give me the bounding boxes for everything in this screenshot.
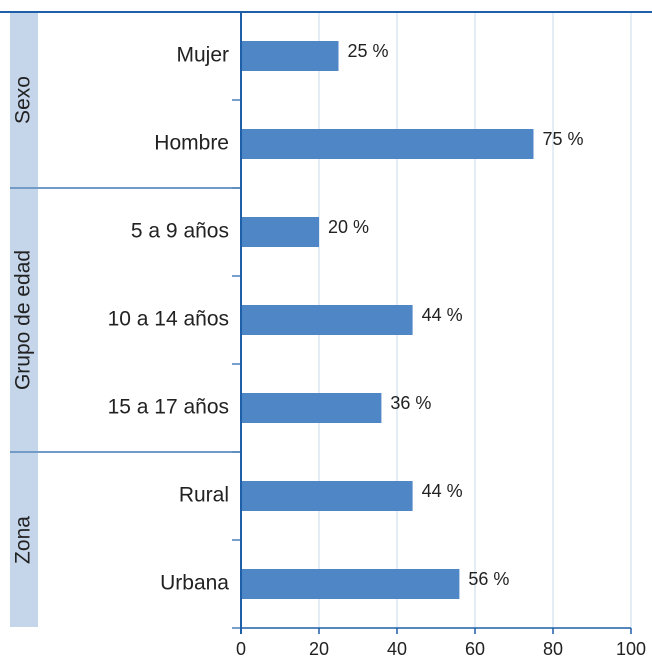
- category-label: Rural: [179, 484, 229, 507]
- group-band: [10, 13, 38, 187]
- value-label: 44 %: [422, 481, 463, 501]
- x-tick-label: 40: [387, 639, 407, 659]
- group-band: [10, 189, 38, 451]
- category-label: 10 a 14 años: [108, 308, 229, 331]
- x-tick-label: 20: [309, 639, 329, 659]
- category-label: Hombre: [154, 132, 229, 155]
- x-tick-label: 80: [543, 639, 563, 659]
- x-tick-label: 100: [616, 639, 646, 659]
- category-label: 5 a 9 años: [131, 220, 229, 243]
- value-label: 44 %: [422, 305, 463, 325]
- value-label: 56 %: [468, 569, 509, 589]
- bar: [241, 393, 382, 423]
- bar: [241, 217, 319, 247]
- bar: [241, 129, 534, 159]
- group-label: Sexo: [12, 76, 35, 124]
- value-label: 36 %: [390, 393, 431, 413]
- bar: [241, 569, 460, 599]
- category-label: Mujer: [176, 44, 229, 67]
- bar: [241, 41, 339, 71]
- value-label: 20 %: [328, 217, 369, 237]
- bar: [241, 481, 413, 511]
- category-label: Urbana: [160, 572, 229, 595]
- value-label: 25 %: [348, 41, 389, 61]
- bar: [241, 305, 413, 335]
- value-label: 75 %: [543, 129, 584, 149]
- x-tick-label: 60: [465, 639, 485, 659]
- x-tick-label: 0: [236, 639, 246, 659]
- group-band: [10, 453, 38, 627]
- category-label: 15 a 17 años: [108, 396, 229, 419]
- group-label: Zona: [12, 516, 35, 564]
- group-label: Grupo de edad: [12, 250, 35, 390]
